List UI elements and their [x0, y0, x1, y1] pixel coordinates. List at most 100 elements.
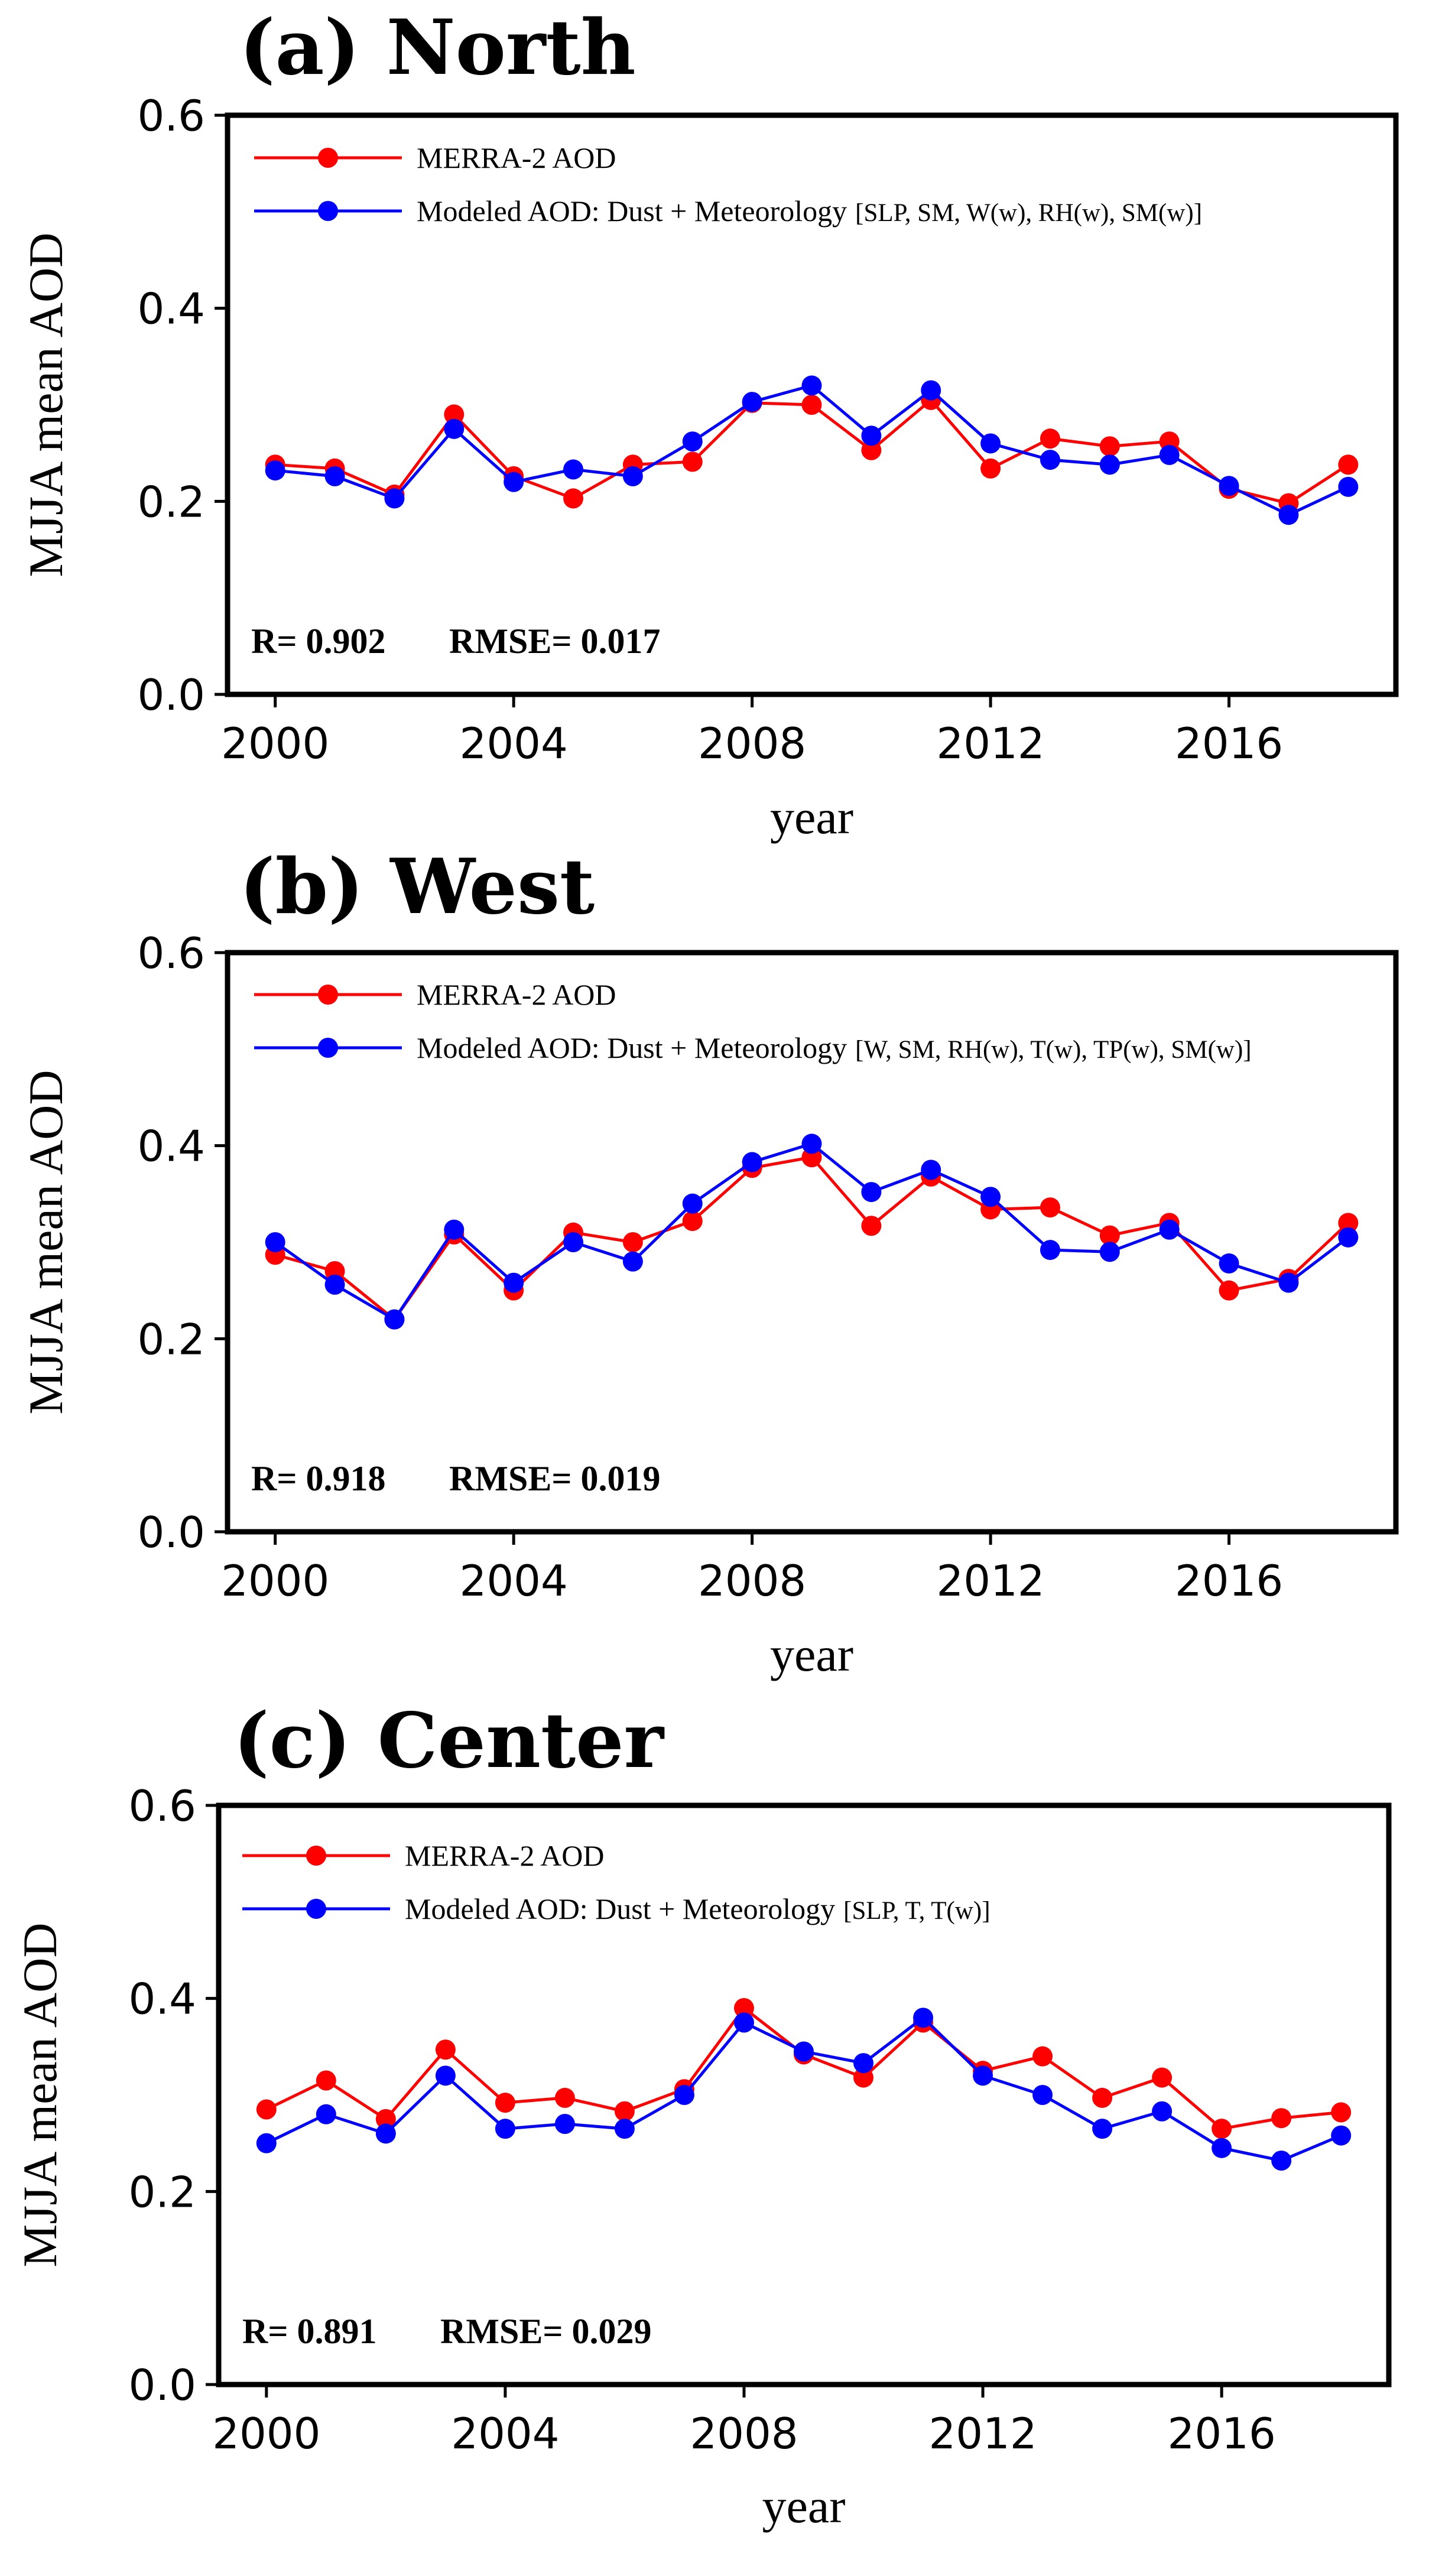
data-point [1152, 2101, 1173, 2122]
data-point [801, 375, 822, 396]
data-point [801, 1133, 822, 1154]
data-point [1212, 2138, 1232, 2158]
data-point [1338, 476, 1359, 497]
legend-marker [306, 1846, 326, 1866]
data-point [375, 2109, 396, 2129]
data-point [614, 2119, 635, 2139]
data-point [1099, 454, 1120, 475]
legend-label: MERRA-2 AOD [405, 1839, 605, 1872]
data-point [1331, 2102, 1352, 2123]
data-point [1040, 428, 1060, 449]
stats-rmse: RMSE= 0.029 [440, 2312, 652, 2351]
y-tick-label: 0.2 [137, 477, 205, 527]
data-point [861, 440, 882, 460]
data-point [1099, 1225, 1120, 1246]
x-tick-label: 2000 [221, 719, 329, 768]
data-point [316, 2070, 336, 2091]
data-point [375, 2123, 396, 2144]
data-point [1278, 505, 1299, 525]
stats-rmse: RMSE= 0.017 [449, 622, 661, 661]
data-point [1219, 476, 1239, 496]
data-point [554, 2114, 575, 2134]
series-line [265, 2016, 1342, 2162]
series-merra2 [265, 389, 1359, 514]
data-point [742, 392, 762, 412]
x-tick-label: 2008 [690, 2409, 798, 2458]
legend-label: MERRA-2 AOD [417, 978, 616, 1011]
y-tick-label: 0.4 [137, 1122, 205, 1171]
data-point [1271, 2151, 1292, 2171]
data-point [444, 404, 465, 425]
data-point [682, 1193, 703, 1214]
data-point [444, 1219, 465, 1240]
data-point [1092, 2087, 1113, 2108]
data-point [256, 2099, 277, 2120]
data-point [1152, 2067, 1173, 2088]
data-point [1032, 2085, 1053, 2105]
data-point [622, 1232, 643, 1252]
data-point [563, 459, 584, 480]
data-point [1212, 2119, 1232, 2139]
legend-label: Modeled AOD: Dust + Meteorology [SLP, SM,… [417, 194, 1202, 228]
panel-1: (b) West 0.0 0.2 0.4 0.6 2000 2004 2008 2012 2016… [19, 843, 1399, 1681]
data-point [1338, 454, 1359, 475]
data-point [563, 1232, 584, 1252]
panel-title: (c) Center [233, 1697, 665, 1785]
data-point [980, 1187, 1001, 1207]
y-tick-label: 0.0 [128, 2360, 196, 2410]
data-point [861, 1182, 882, 1203]
y-tick-label: 0.4 [137, 284, 205, 334]
series-modeled [265, 1133, 1359, 1330]
legend-marker [318, 1038, 338, 1058]
data-point [733, 1998, 754, 2018]
legend-marker [306, 1899, 326, 1919]
data-point [265, 460, 285, 481]
data-point [682, 451, 703, 472]
series-line [265, 2006, 1342, 2130]
data-point [1278, 1272, 1299, 1293]
x-axis-label: year [770, 1628, 853, 1681]
panel-title: (b) West [239, 843, 595, 931]
data-point [1040, 1197, 1060, 1218]
data-point [682, 1211, 703, 1232]
x-tick-label: 2000 [212, 2409, 320, 2458]
plot-frame [216, 1802, 1392, 2387]
plot-frame [225, 112, 1399, 697]
data-point [1219, 1253, 1239, 1274]
y-tick-label: 0.6 [128, 1781, 196, 1831]
data-point [1099, 436, 1120, 457]
data-point [554, 2087, 575, 2108]
y-tick-label: 0.6 [137, 928, 205, 978]
x-tick-label: 2004 [460, 719, 568, 768]
y-tick-label: 0.4 [128, 1974, 196, 2024]
data-point [980, 433, 1001, 454]
data-point [622, 1251, 643, 1272]
y-tick-label: 0.2 [137, 1314, 205, 1364]
data-point [1099, 1242, 1120, 1262]
y-tick-label: 0.6 [137, 91, 205, 141]
data-point [444, 418, 465, 439]
x-tick-label: 2004 [460, 1556, 568, 1606]
panel-2: (c) Center 0.0 0.2 0.4 0.6 2000 2004 2008 2012 20… [13, 1697, 1392, 2533]
y-axis-label: MJJA mean AOD [13, 1922, 67, 2267]
x-tick-label: 2016 [1175, 1556, 1283, 1606]
legend: MERRA-2 AOD Modeled AOD: Dust + Meteorolo… [254, 141, 1202, 228]
data-point [384, 1309, 405, 1330]
data-point [324, 466, 345, 486]
y-tick-label: 0.2 [128, 2167, 196, 2217]
panel-title: (a) North [239, 4, 636, 92]
data-point [682, 431, 703, 452]
x-tick-label: 2000 [221, 1556, 329, 1606]
data-point [265, 1232, 285, 1252]
y-axis-label: MJJA mean AOD [19, 1070, 73, 1414]
stats-r: R= 0.891 [242, 2312, 377, 2351]
data-point [742, 1152, 762, 1172]
data-point [794, 2041, 814, 2062]
y-tick-label: 0.0 [137, 1508, 205, 1557]
data-point [1271, 2108, 1292, 2129]
y-axis-label: MJJA mean AOD [19, 232, 73, 577]
data-point [980, 458, 1001, 479]
data-point [1040, 1240, 1060, 1261]
data-point [495, 2093, 515, 2113]
